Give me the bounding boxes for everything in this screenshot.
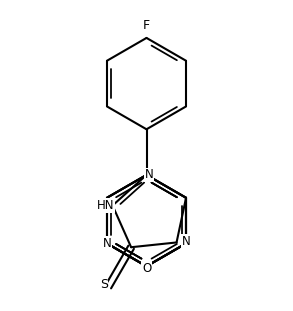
Text: S: S (100, 278, 108, 291)
Text: O: O (142, 262, 151, 275)
Text: N: N (144, 169, 153, 181)
Text: HN: HN (97, 199, 115, 212)
Text: N: N (182, 235, 190, 248)
Text: N: N (103, 237, 111, 250)
Text: F: F (143, 20, 150, 32)
